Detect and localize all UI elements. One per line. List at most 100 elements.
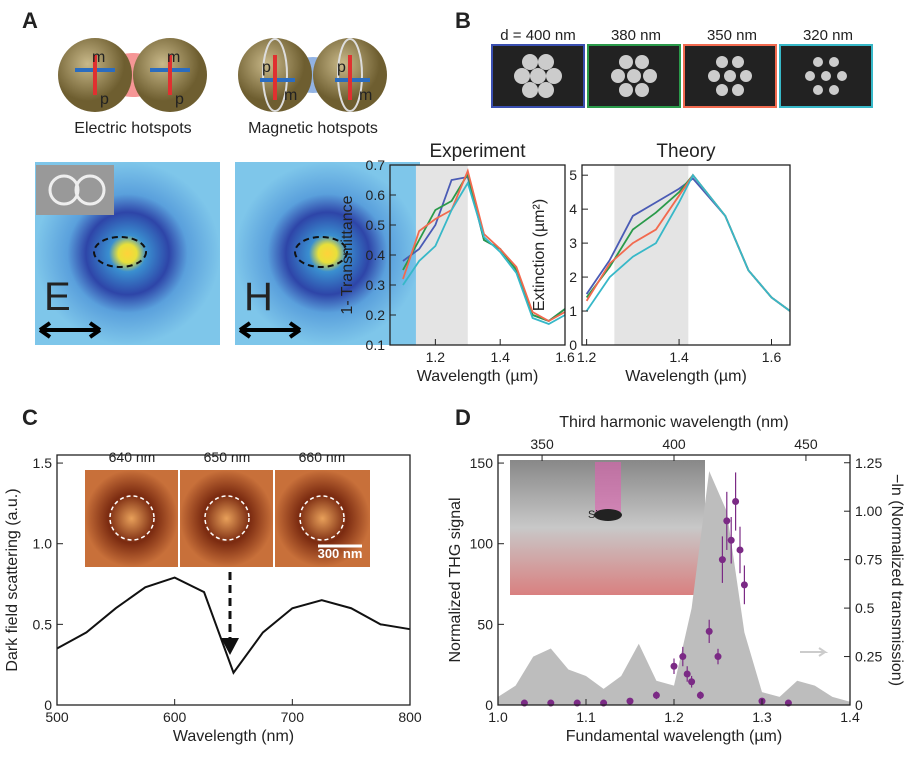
data-point (718, 556, 726, 564)
x-axis-label: Wavelength (µm) (625, 368, 747, 385)
disk (805, 71, 815, 81)
data-point (696, 691, 704, 699)
disk (732, 56, 744, 68)
disk (813, 57, 823, 67)
y-tick-label: 0.4 (366, 247, 386, 263)
disk (530, 68, 546, 84)
disk (643, 69, 657, 83)
y-tick-label: 1.5 (33, 455, 53, 471)
magnetic-dimer (238, 38, 387, 112)
size-label: 350 nm (707, 27, 757, 44)
axis-arrow (800, 647, 829, 657)
x2-axis-label: Third harmonic wavelength (nm) (559, 414, 788, 431)
line-series (56, 576, 411, 675)
y-tick-label: 150 (470, 455, 494, 471)
sphere-letter: m (284, 87, 297, 104)
line-series (402, 171, 566, 323)
y-axis-label: 1- Transmittance (339, 195, 356, 314)
disk (635, 83, 649, 97)
x-tick-label: 1.2 (426, 349, 446, 365)
x-axis-label: Wavelength (nm) (173, 728, 294, 745)
field-label: H (244, 275, 273, 319)
panel-label: A (22, 8, 38, 33)
disk (716, 84, 728, 96)
disk (837, 71, 847, 81)
inset-label: 660 nm (299, 449, 346, 465)
y-tick-label: 0.2 (366, 307, 386, 323)
panel-label: C (22, 405, 38, 430)
caption: Electric hotspots (74, 120, 191, 137)
disk (635, 55, 649, 69)
near-field-map (235, 162, 420, 345)
x-tick-label: 800 (398, 709, 422, 725)
x2-tick-label: 450 (794, 436, 818, 452)
data-point (736, 546, 744, 554)
x-tick-label: 1.4 (490, 349, 510, 365)
electric-dimer (58, 38, 207, 112)
y-axis-label: Normalized THG signal (447, 497, 464, 662)
arrow-head (221, 638, 239, 655)
y-tick-label: 0.1 (366, 337, 386, 353)
y-axis-label: Extinction (µm²) (531, 199, 548, 311)
sphere-letter: p (100, 91, 109, 108)
y-tick-label: 1.0 (33, 536, 53, 552)
y-tick-label: 0 (485, 697, 493, 713)
y-tick-label: 5 (569, 167, 577, 183)
data-point (714, 653, 722, 661)
size-label: 380 nm (611, 27, 661, 44)
data-point (705, 627, 713, 635)
y-tick-label: 0.5 (366, 217, 386, 233)
disk (740, 70, 752, 82)
x2-tick-label: 400 (662, 436, 686, 452)
caption: Magnetic hotspots (248, 120, 378, 137)
y2-tick-label: 0.5 (855, 600, 875, 616)
y-tick-label: 0 (569, 337, 577, 353)
y2-tick-label: 1.25 (855, 455, 882, 471)
image-tile (85, 470, 178, 567)
disk (627, 69, 641, 83)
image-tile (275, 470, 370, 567)
panel-label: B (455, 8, 471, 33)
x-axis-label: Fundamental wavelength (µm) (566, 728, 782, 745)
data-point (652, 691, 660, 699)
chart-title: Experiment (429, 141, 526, 162)
line-series (402, 180, 566, 325)
sphere-letter: m (92, 49, 105, 66)
y-tick-label: 2 (569, 269, 577, 285)
y-axis-label: Dark field scattering (a.u.) (4, 488, 21, 671)
x-tick-label: 1.6 (762, 349, 782, 365)
x-tick-label: 500 (45, 709, 69, 725)
data-point (683, 670, 691, 678)
polarization-arrow (38, 321, 102, 339)
y-tick-label: 0.6 (366, 187, 386, 203)
disk (619, 55, 633, 69)
disk (813, 85, 823, 95)
data-point (727, 536, 735, 544)
inset-label: 640 nm (109, 449, 156, 465)
x-tick-label: 1.4 (840, 709, 860, 725)
area-series (498, 471, 850, 705)
inset-label: 650 nm (204, 449, 251, 465)
x-tick-label: 700 (281, 709, 305, 725)
data-point (732, 498, 740, 506)
sem-tiles (491, 44, 873, 108)
y-tick-label: 0.5 (33, 616, 53, 632)
x-tick-label: 1.1 (576, 709, 596, 725)
disk (546, 68, 562, 84)
x2-tick-label: 350 (530, 436, 554, 452)
y-tick-label: 100 (470, 536, 494, 552)
y2-tick-label: 0 (855, 697, 863, 713)
x-tick-label: 1.3 (752, 709, 772, 725)
data-point (679, 653, 687, 661)
plot-frame (581, 164, 791, 346)
sphere-letter: m (359, 87, 372, 104)
x-tick-label: 1.4 (669, 349, 689, 365)
disk (522, 82, 538, 98)
disk (821, 71, 831, 81)
x-tick-label: 600 (163, 709, 187, 725)
size-label: 320 nm (803, 27, 853, 44)
data-point (723, 517, 731, 525)
plot-frame (56, 454, 411, 706)
